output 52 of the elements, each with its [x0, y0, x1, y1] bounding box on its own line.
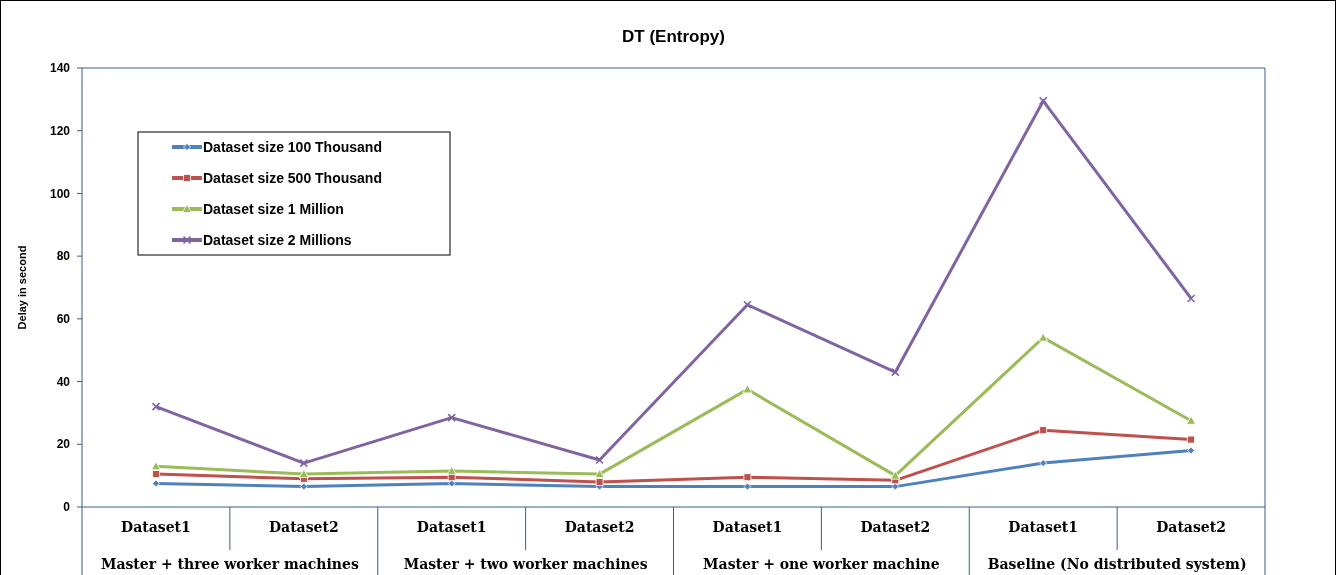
x-tick-label: Dataset2	[860, 519, 931, 535]
chart-title: DT (Entropy)	[622, 27, 725, 46]
y-tick-label: 60	[56, 312, 71, 327]
point	[595, 478, 604, 486]
x-tick-label: Dataset2	[1156, 519, 1226, 535]
point	[152, 470, 160, 478]
point	[742, 384, 753, 394]
legend-label: Dataset size 500 Thousand	[203, 169, 382, 186]
legend-label: Dataset size 100 Thousand	[203, 138, 382, 155]
y-axis-title: Delay in second	[16, 245, 28, 330]
point	[152, 479, 160, 488]
y-tick-label: 20	[56, 437, 71, 452]
point	[594, 469, 605, 478]
point	[1187, 446, 1195, 455]
point	[1038, 96, 1048, 106]
x-tick-label: Dataset1	[416, 519, 487, 535]
legend-label: Dataset size 2 Millions	[203, 231, 352, 248]
point	[1186, 294, 1196, 303]
point	[299, 458, 309, 468]
text: Master + two worker machines	[403, 556, 648, 572]
point	[1039, 426, 1048, 435]
point	[298, 469, 309, 478]
point	[743, 300, 752, 310]
x-tick-label: Dataset1	[712, 519, 783, 535]
point	[151, 461, 161, 471]
x-tick-label: Dataset1	[1008, 519, 1079, 535]
y-tick-label: 140	[49, 61, 71, 76]
text: Master + one worker machine	[703, 556, 940, 572]
point	[1039, 459, 1048, 467]
x-tick-label: Dataset2	[268, 519, 339, 535]
x-tick-label: Dataset2	[564, 519, 635, 535]
point	[447, 413, 456, 422]
y-tick-label: 100	[49, 186, 71, 201]
point	[743, 482, 752, 491]
point	[151, 402, 161, 411]
x-tick-label: Dataset1	[121, 519, 191, 535]
point	[1038, 332, 1049, 342]
y-tick-label: 40	[56, 374, 71, 389]
point	[446, 466, 457, 475]
y-tick-label: 120	[49, 123, 71, 138]
text: Baseline (No distributed system)	[987, 556, 1247, 572]
point	[1187, 435, 1195, 444]
point	[299, 482, 308, 491]
y-tick-label: 0	[63, 500, 71, 515]
point	[891, 367, 900, 377]
point	[890, 470, 901, 480]
point	[1186, 415, 1196, 425]
point	[595, 455, 604, 465]
y-tick-label: 80	[56, 249, 71, 264]
text: Master + three worker machines	[100, 556, 359, 572]
legend-label: Dataset size 1 Million	[203, 200, 344, 217]
point	[743, 473, 752, 482]
